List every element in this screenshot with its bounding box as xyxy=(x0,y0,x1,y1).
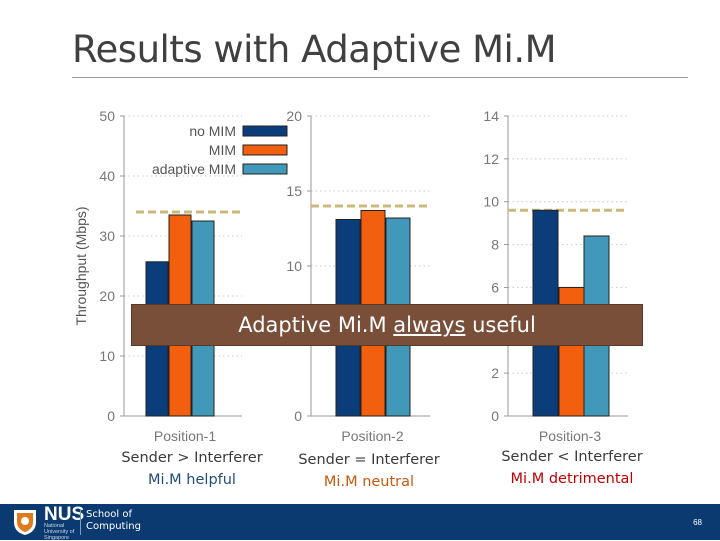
y-tick-label: 20 xyxy=(286,108,302,124)
y-tick-label: 50 xyxy=(99,108,115,124)
chart-legend: no MIM MIM adaptive MIM xyxy=(152,123,288,177)
legend-swatch xyxy=(242,144,288,156)
footer-divider xyxy=(80,509,81,535)
caption-position-2: Sender = Interferer Mi.M neutral xyxy=(279,449,459,493)
nus-logo-text: NUS xyxy=(44,504,85,525)
y-tick-label: 0 xyxy=(491,408,499,424)
x-category-label: Position-1 xyxy=(154,428,216,444)
y-tick-label: 10 xyxy=(99,348,115,364)
y-tick-label: 10 xyxy=(483,194,499,210)
y-tick-label: 0 xyxy=(107,408,115,424)
legend-label: MIM xyxy=(209,142,236,158)
y-tick-label: 30 xyxy=(99,228,115,244)
title-divider xyxy=(72,77,688,78)
caption-1-line1: Sender > Interferer xyxy=(121,450,263,466)
legend-swatch xyxy=(242,125,288,137)
caption-3-line2: Mi.M detrimental xyxy=(510,471,634,487)
caption-position-1: Sender > Interferer Mi.M helpful xyxy=(102,447,282,491)
school-line1: School of xyxy=(86,509,133,520)
y-tick-label: 0 xyxy=(294,408,302,424)
nus-logo-subtext: National University of Singapore xyxy=(44,523,75,541)
y-tick-label: 8 xyxy=(491,237,499,253)
x-category-label: Position-3 xyxy=(539,428,601,444)
y-tick-label: 2 xyxy=(491,365,499,381)
y-tick-label: 15 xyxy=(286,183,302,199)
callout-text-start: Adaptive Mi.M xyxy=(238,313,394,337)
y-tick-label: 14 xyxy=(483,108,499,124)
y-axis-label: Throughput (Mbps) xyxy=(73,206,89,325)
school-line2: Computing xyxy=(86,521,141,532)
callout-emphasis: always xyxy=(393,313,466,337)
y-tick-label: 10 xyxy=(286,258,302,274)
slide-title: Results with Adaptive Mi.M xyxy=(72,28,557,71)
caption-2-line2: Mi.M neutral xyxy=(323,474,415,490)
nus-crest-icon xyxy=(14,510,36,535)
chart-panel-2: 05101520Position-2 xyxy=(286,108,430,444)
caption-1-line2: Mi.M helpful xyxy=(148,472,236,488)
callout-banner: Adaptive Mi.M always useful xyxy=(131,304,643,346)
legend-swatch xyxy=(242,163,288,175)
page-number: 68 xyxy=(693,518,702,527)
y-tick-label: 20 xyxy=(99,288,115,304)
callout-text-end: useful xyxy=(465,313,536,337)
y-tick-label: 40 xyxy=(99,168,115,184)
chart-panel-1: 0 10 20 30 40 50 Position-1 xyxy=(99,108,242,444)
school-name: School of Computing xyxy=(86,509,141,533)
legend-label: adaptive MIM xyxy=(152,161,236,177)
chart-panel-3: 02468101214Position-3 xyxy=(483,108,628,444)
caption-2-line1: Sender = Interferer xyxy=(298,452,440,468)
y-tick-label: 6 xyxy=(491,279,499,295)
y-tick-label: 12 xyxy=(483,151,499,167)
caption-3-line1: Sender < Interferer xyxy=(501,449,643,465)
legend-label: no MIM xyxy=(189,123,236,139)
x-category-label: Position-2 xyxy=(341,428,403,444)
footer-bar xyxy=(0,504,720,540)
caption-position-3: Sender < Interferer Mi.M detrimental xyxy=(482,446,662,490)
